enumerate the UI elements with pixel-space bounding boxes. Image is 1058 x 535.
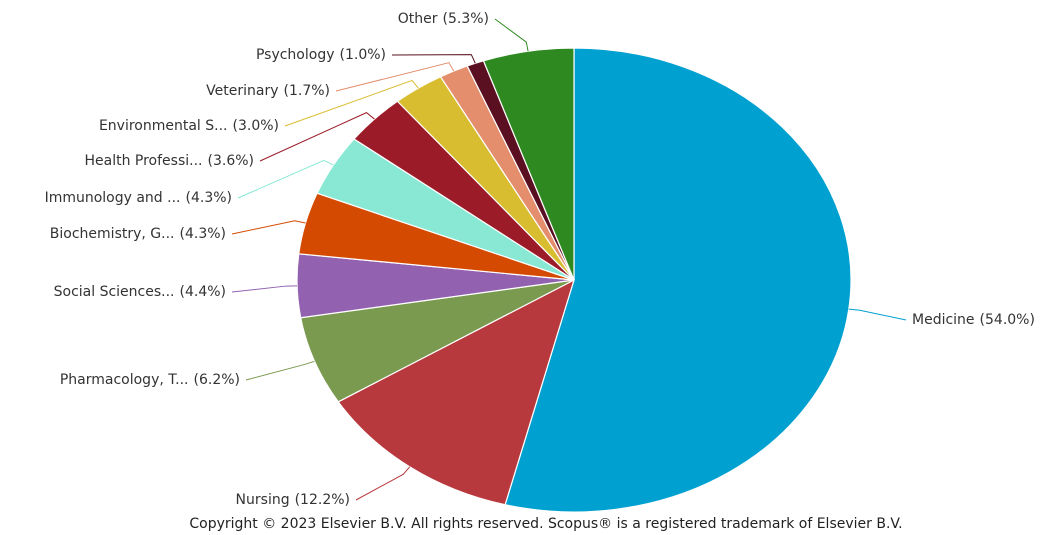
data-label: Medicine (54.0%)	[912, 312, 1035, 328]
category-label: Health Professi...	[84, 153, 202, 169]
connector	[245, 360, 315, 381]
value-label: (54.0%)	[980, 312, 1035, 328]
connector	[259, 112, 375, 162]
data-label: Pharmacology, T... (6.2%)	[60, 372, 240, 388]
data-label: Social Sciences... (4.4%)	[54, 284, 226, 300]
category-label: Biochemistry, G...	[50, 226, 175, 242]
value-label: (12.2%)	[295, 492, 350, 508]
pie-slice	[337, 278, 575, 506]
value-label: (3.6%)	[208, 153, 255, 169]
category-label: Pharmacology, T...	[60, 372, 189, 388]
data-label: Nursing (12.2%)	[236, 492, 350, 508]
connector	[335, 62, 455, 92]
data-label: Biochemistry, G... (4.3%)	[50, 226, 226, 242]
data-label: Health Professi... (3.6%)	[84, 153, 254, 169]
connector	[231, 285, 298, 293]
category-label: Social Sciences...	[54, 284, 175, 300]
category-label: Nursing	[236, 492, 290, 508]
value-label: (4.4%)	[180, 284, 227, 300]
footer: Copyright © 2023 Elsevier B.V. All right…	[189, 516, 902, 532]
connector	[284, 79, 419, 127]
connector	[494, 18, 529, 52]
data-label: Psychology (1.0%)	[256, 47, 386, 63]
connector	[355, 466, 411, 501]
value-label: (1.0%)	[340, 47, 387, 63]
data-label: Veterinary (1.7%)	[206, 83, 330, 99]
value-label: (5.3%)	[443, 11, 490, 27]
category-label: Medicine	[912, 312, 975, 328]
pie-slice	[482, 47, 575, 281]
value-label: (4.3%)	[180, 226, 227, 242]
connector	[231, 220, 306, 235]
category-label: Other	[398, 11, 438, 27]
connector	[848, 308, 907, 321]
value-label: (3.0%)	[233, 118, 280, 134]
data-label: Environmental S... (3.0%)	[99, 118, 279, 134]
data-label: Immunology and ... (4.3%)	[45, 190, 232, 206]
data-label: Other (5.3%)	[398, 11, 489, 27]
connector	[391, 54, 476, 64]
value-label: (1.7%)	[284, 83, 331, 99]
category-label: Psychology	[256, 47, 335, 63]
category-label: Veterinary	[206, 83, 278, 99]
value-label: (4.3%)	[186, 190, 233, 206]
category-label: Environmental S...	[99, 118, 228, 134]
value-label: (6.2%)	[194, 372, 241, 388]
connector	[237, 159, 334, 199]
category-label: Immunology and ...	[45, 190, 181, 206]
